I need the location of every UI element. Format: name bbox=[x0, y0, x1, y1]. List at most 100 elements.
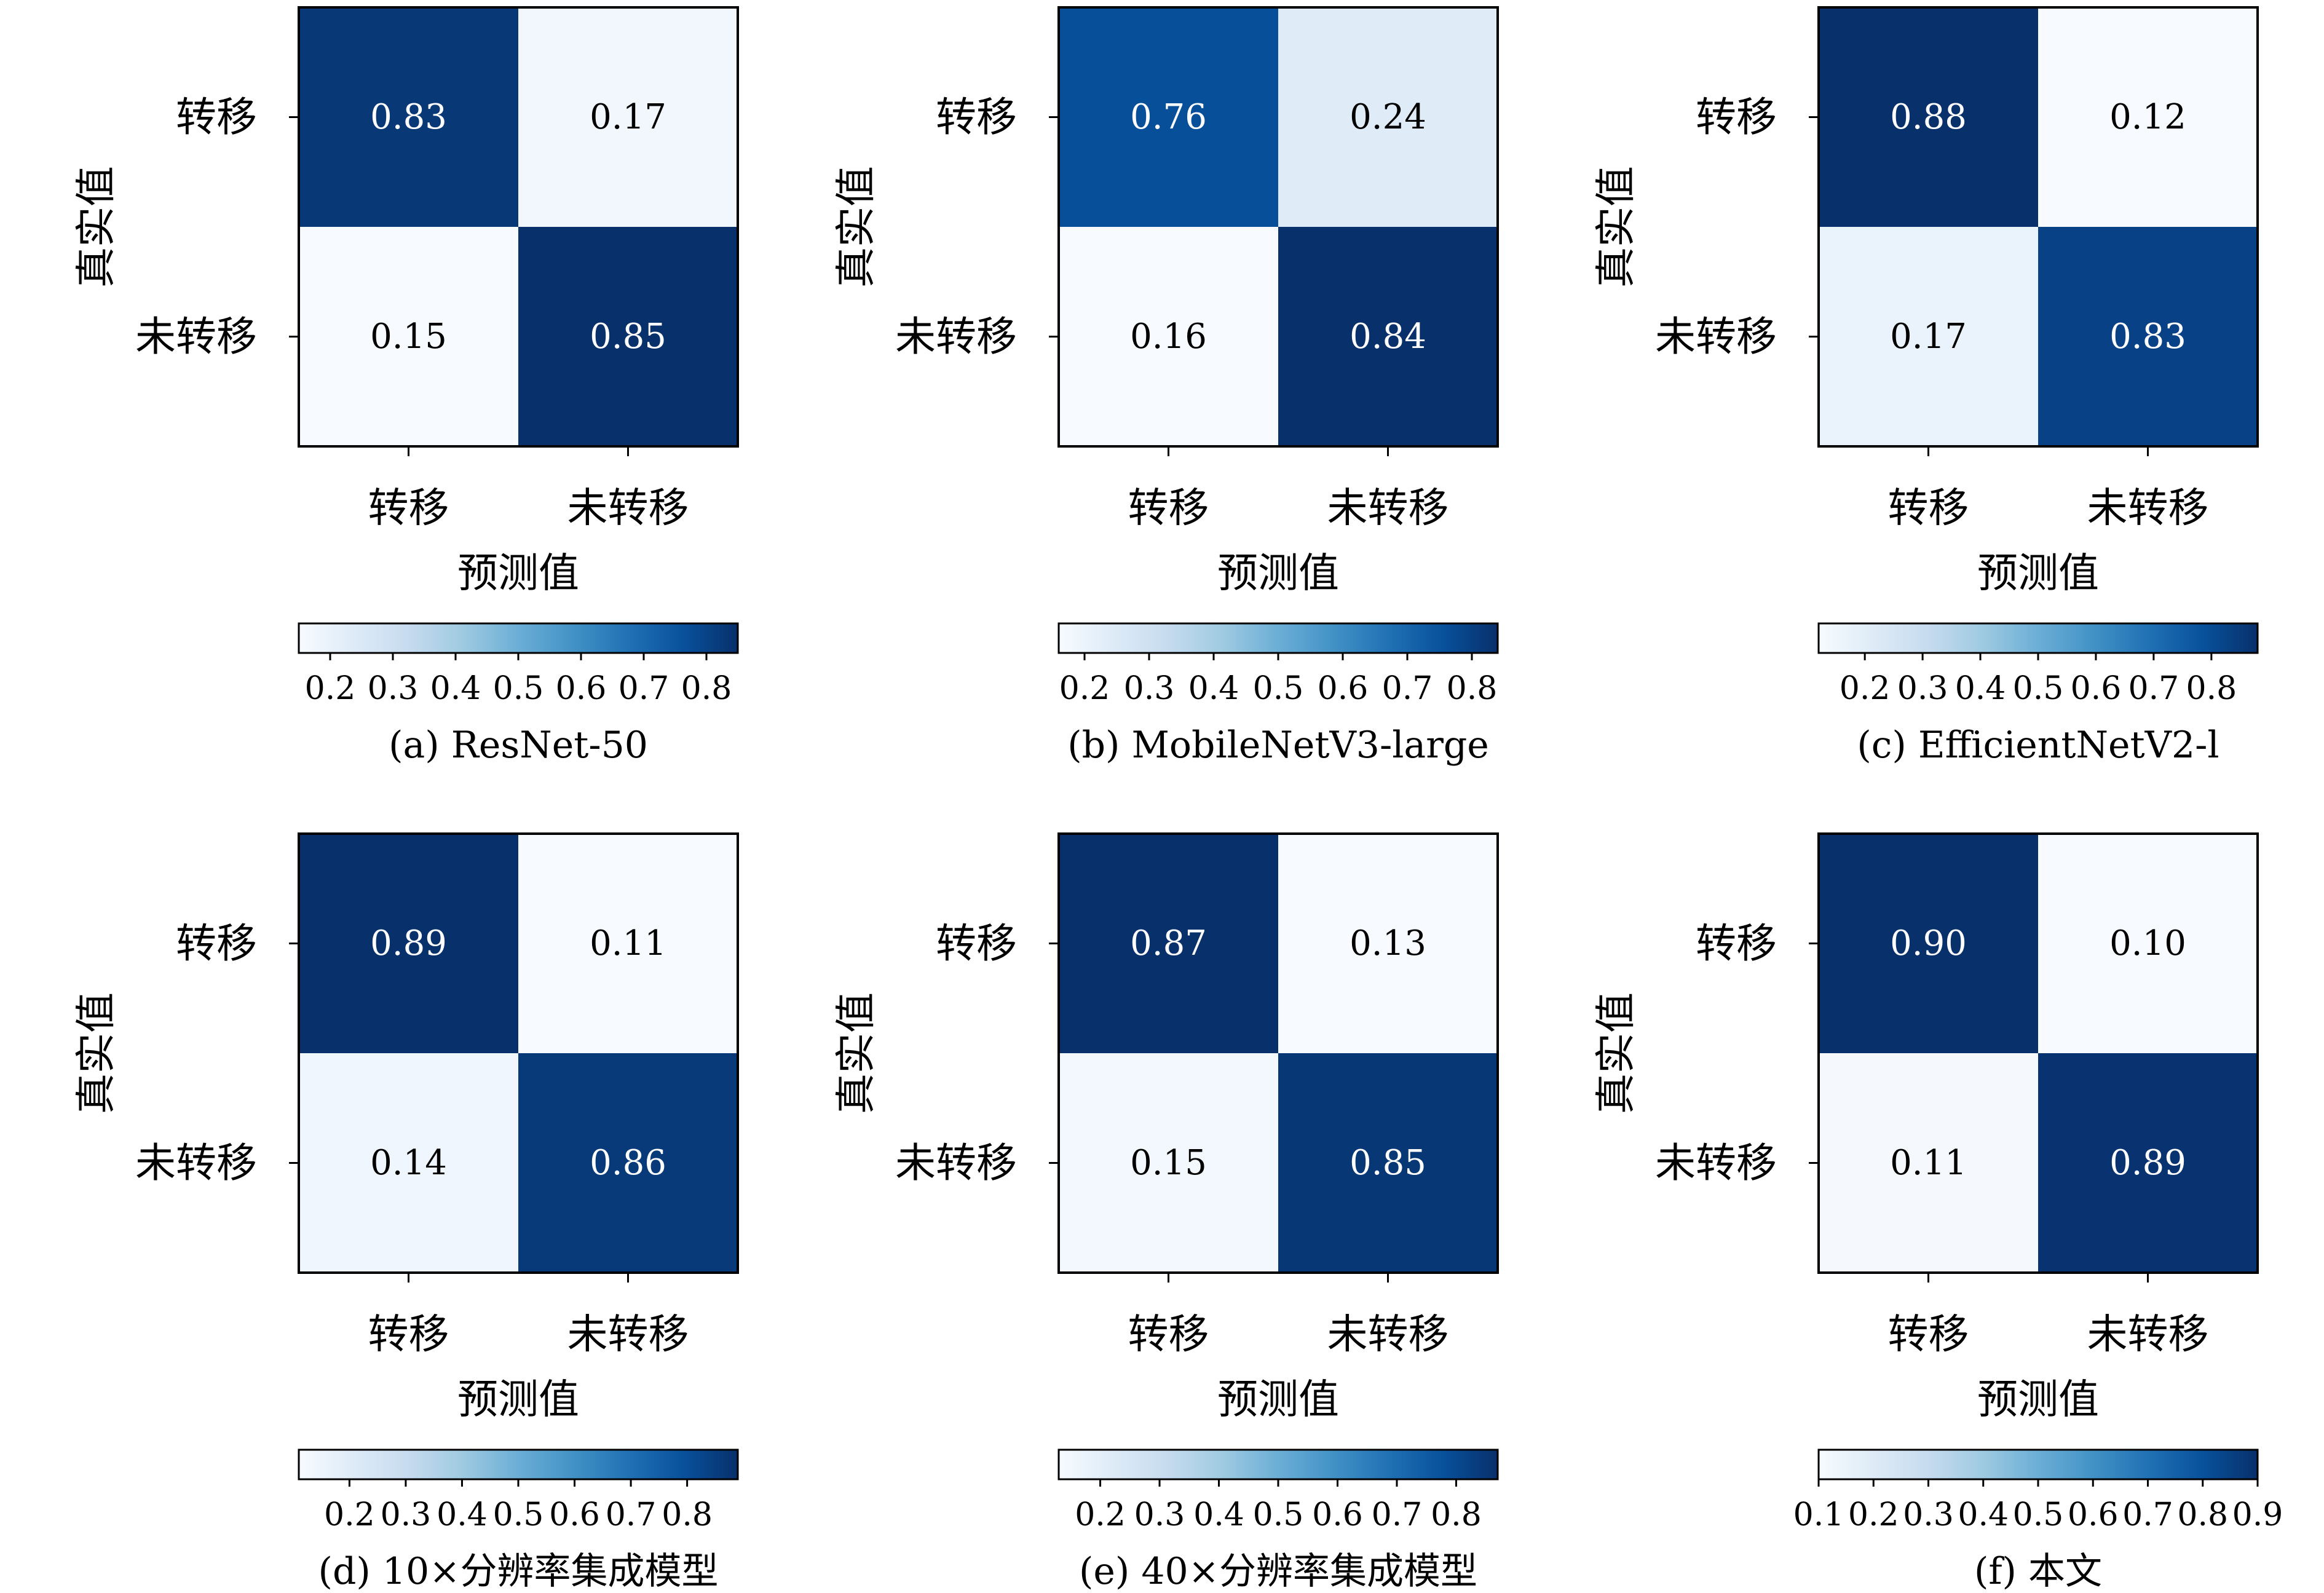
panel-caption: (b) MobileNetV3-large bbox=[1067, 724, 1489, 767]
y-axis-title: 真实值 bbox=[73, 166, 120, 288]
cell-value-label: 0.17 bbox=[1890, 317, 1967, 357]
cell-value-label: 0.83 bbox=[370, 97, 447, 137]
x-axis-title: 预测值 bbox=[1217, 550, 1339, 597]
cell-value-label: 0.10 bbox=[2109, 923, 2186, 963]
y-tick-label: 未转移 bbox=[1655, 313, 1777, 360]
heatmap-cell bbox=[1278, 834, 1498, 1053]
cell-value-label: 0.88 bbox=[1890, 97, 1967, 137]
colorbar-tick-label: 0.4 bbox=[430, 670, 481, 707]
colorbar-tick-label: 0.6 bbox=[1312, 1496, 1363, 1533]
plot-frame bbox=[1057, 6, 1499, 448]
colorbar-tick-label: 0.8 bbox=[662, 1496, 713, 1533]
y-tick-label: 未转移 bbox=[895, 1139, 1017, 1187]
x-axis-title: 预测值 bbox=[1977, 550, 2099, 597]
colorbar-tick-label: 0.3 bbox=[1134, 1496, 1185, 1533]
colorbar-tick-label: 0.2 bbox=[1840, 670, 1891, 707]
x-tick-label: 未转移 bbox=[1327, 484, 1449, 532]
colorbar-tick-label: 0.5 bbox=[2013, 1496, 2064, 1533]
y-axis-title: 真实值 bbox=[832, 992, 880, 1114]
x-tick-label: 未转移 bbox=[2087, 484, 2209, 532]
x-axis-title: 预测值 bbox=[1977, 1376, 2099, 1423]
cell-value-label: 0.15 bbox=[1130, 1143, 1207, 1183]
heatmap-cell bbox=[2038, 834, 2258, 1053]
colorbar bbox=[298, 622, 739, 654]
x-tick-label: 未转移 bbox=[567, 1311, 689, 1358]
y-tick-label: 转移 bbox=[1696, 93, 1777, 141]
heatmap-cell bbox=[1819, 834, 2038, 1053]
colorbar-tick-label: 0.2 bbox=[324, 1496, 375, 1533]
y-axis-title: 真实值 bbox=[1592, 992, 1640, 1114]
cell-value-label: 0.14 bbox=[370, 1143, 447, 1183]
y-tick-label: 转移 bbox=[176, 93, 257, 141]
plot-frame bbox=[298, 6, 739, 448]
y-tick-label: 转移 bbox=[936, 93, 1017, 141]
colorbar bbox=[1057, 622, 1499, 654]
colorbar-tick-label: 0.1 bbox=[1793, 1496, 1844, 1533]
heatmap-cell bbox=[1278, 7, 1498, 227]
cell-value-label: 0.87 bbox=[1130, 923, 1207, 963]
panel-caption: (d) 10×分辨率集成模型 bbox=[318, 1550, 719, 1591]
x-tick-label: 未转移 bbox=[2087, 1311, 2209, 1358]
cell-value-label: 0.85 bbox=[1350, 1143, 1426, 1183]
plot-frame bbox=[298, 832, 739, 1274]
x-tick-label: 转移 bbox=[368, 484, 449, 532]
y-tick-label: 转移 bbox=[176, 920, 257, 967]
colorbar-tick-label: 0.8 bbox=[2177, 1496, 2228, 1533]
colorbar-tick-label: 0.8 bbox=[1431, 1496, 1482, 1533]
y-tick-label: 未转移 bbox=[895, 313, 1017, 360]
panel-caption: (e) 40×分辨率集成模型 bbox=[1079, 1550, 1477, 1591]
colorbar-tick-label: 0.5 bbox=[493, 1496, 544, 1533]
colorbar-tick-label: 0.4 bbox=[437, 1496, 488, 1533]
colorbar-tick-label: 0.3 bbox=[381, 1496, 432, 1533]
heatmap-cell bbox=[1278, 1053, 1498, 1273]
colorbar bbox=[1817, 1449, 2259, 1480]
colorbar-tick-label: 0.7 bbox=[619, 670, 670, 707]
colorbar-tick-label: 0.7 bbox=[606, 1496, 657, 1533]
colorbar-tick-label: 0.6 bbox=[549, 1496, 600, 1533]
colorbar-tick-label: 0.3 bbox=[1897, 670, 1948, 707]
colorbar-tick-label: 0.5 bbox=[2013, 670, 2064, 707]
colorbar-tick-label: 0.2 bbox=[1059, 670, 1110, 707]
heatmap-cell bbox=[2038, 227, 2258, 446]
heatmap-cell bbox=[1059, 7, 1278, 227]
colorbar-tick-label: 0.6 bbox=[1318, 670, 1369, 707]
x-tick-label: 未转移 bbox=[567, 484, 689, 532]
colorbar-tick-label: 0.3 bbox=[1124, 670, 1175, 707]
y-tick-label: 转移 bbox=[1696, 920, 1777, 967]
x-axis-title: 预测值 bbox=[1217, 1376, 1339, 1423]
colorbar bbox=[1057, 1449, 1499, 1480]
colorbar-tick-label: 0.6 bbox=[2068, 1496, 2119, 1533]
cell-value-label: 0.85 bbox=[590, 317, 666, 357]
x-tick-label: 转移 bbox=[1128, 484, 1209, 532]
plot-frame bbox=[1817, 6, 2259, 448]
colorbar-tick-label: 0.9 bbox=[2232, 1496, 2283, 1533]
heatmap-cell bbox=[1819, 227, 2038, 446]
y-axis-title: 真实值 bbox=[73, 992, 120, 1114]
colorbar-tick-label: 0.4 bbox=[1193, 1496, 1244, 1533]
panel-caption: (f) 本文 bbox=[1974, 1550, 2102, 1591]
colorbar-tick-label: 0.8 bbox=[681, 670, 732, 707]
heatmap-cell bbox=[1059, 227, 1278, 446]
cell-value-label: 0.11 bbox=[590, 923, 666, 963]
colorbar-tick-label: 0.4 bbox=[1188, 670, 1239, 707]
y-tick-label: 未转移 bbox=[135, 1139, 257, 1187]
x-tick-label: 转移 bbox=[1888, 484, 1969, 532]
heatmap-cell bbox=[518, 7, 738, 227]
heatmap-cell bbox=[518, 227, 738, 446]
heatmap-cell bbox=[518, 834, 738, 1053]
heatmap-cell bbox=[299, 7, 518, 227]
heatmap-cell bbox=[2038, 7, 2258, 227]
cell-value-label: 0.13 bbox=[1350, 923, 1426, 963]
cell-value-label: 0.89 bbox=[370, 923, 447, 963]
heatmap-cell bbox=[1059, 834, 1278, 1053]
heatmap-cell bbox=[299, 834, 518, 1053]
cell-value-label: 0.89 bbox=[2109, 1143, 2186, 1183]
x-tick-label: 转移 bbox=[1128, 1311, 1209, 1358]
colorbar-tick-label: 0.4 bbox=[1955, 670, 2006, 707]
